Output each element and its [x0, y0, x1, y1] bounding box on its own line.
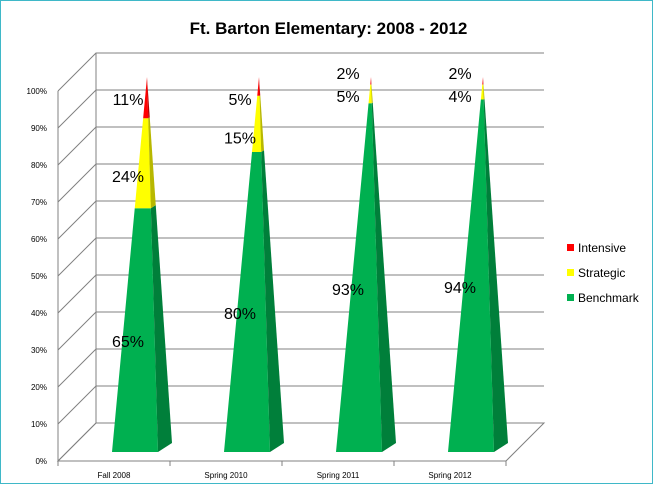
data-label: 80%	[224, 306, 256, 323]
y-tick-label: 100%	[27, 87, 47, 96]
pyramid-front-benchmark	[112, 208, 158, 452]
data-label: 4%	[448, 89, 471, 106]
pyramid-side-benchmark	[261, 150, 284, 452]
pyramid-front-benchmark	[336, 103, 382, 452]
y-tick-label: 10%	[31, 420, 47, 429]
x-tick-label: Fall 2008	[98, 471, 131, 480]
gridline	[57, 274, 544, 314]
pyramid-front-strategic	[480, 84, 484, 100]
chart-title: Ft. Barton Elementary: 2008 - 2012	[189, 19, 468, 38]
y-tick-label: 30%	[31, 346, 47, 355]
legend-label: Benchmark	[578, 290, 639, 305]
y-tick-label: 0%	[35, 457, 47, 466]
legend-item: Intensive	[567, 235, 639, 260]
data-labels: 65% 24% 11% 80% 15% 5% 93% 5% 2% 94% 4% 2%	[112, 66, 476, 351]
pyramid-front-intensive	[482, 77, 484, 85]
legend: Intensive Strategic Benchmark	[567, 235, 639, 310]
data-label: 5%	[336, 89, 359, 106]
gridline	[57, 348, 544, 388]
x-tick-label: Spring 2011	[317, 471, 360, 480]
pyramid-front-intensive	[370, 77, 372, 85]
legend-item: Strategic	[567, 260, 639, 285]
legend-label: Intensive	[578, 240, 627, 255]
gridline	[57, 311, 544, 351]
y-tick-label: 70%	[31, 198, 47, 207]
y-tick-label: 80%	[31, 161, 47, 170]
pyramid-front-intensive	[257, 77, 260, 96]
grid-lines	[57, 52, 544, 462]
legend-label: Strategic	[578, 265, 626, 280]
pyramid-side-intensive	[259, 77, 261, 96]
pyramid-side-benchmark	[150, 205, 172, 452]
data-label: 15%	[224, 130, 256, 147]
data-label: 94%	[444, 280, 476, 297]
pyramid-side-intensive	[147, 77, 150, 119]
pyramid-front-benchmark	[224, 152, 270, 452]
data-label: 11%	[113, 92, 144, 109]
pyramid-front-strategic	[252, 95, 262, 152]
x-axis: Fall 2008 Spring 2010 Spring 2011 Spring 20…	[57, 461, 507, 480]
gridline	[57, 237, 544, 277]
y-tick-label: 90%	[31, 124, 47, 133]
pyramid-front-intensive	[143, 77, 149, 119]
data-label: 93%	[332, 282, 364, 299]
y-tick-label: 20%	[31, 383, 47, 392]
gridline	[57, 163, 544, 203]
gridline	[57, 385, 544, 425]
pyramid-side-benchmark	[483, 98, 508, 453]
pyramid-front-benchmark	[448, 99, 494, 452]
data-label: 2%	[336, 66, 359, 83]
pyramid-side-strategic	[259, 95, 264, 152]
pyramid-bars	[112, 77, 508, 453]
legend-swatch	[567, 269, 574, 276]
x-tick-label: Spring 2012	[428, 471, 472, 480]
data-label: 5%	[228, 92, 251, 109]
gridline	[57, 422, 544, 462]
pyramid-side-strategic	[371, 84, 373, 104]
pyramid-front-strategic	[368, 84, 372, 104]
y-tick-label: 60%	[31, 235, 47, 244]
data-label: 65%	[112, 334, 144, 351]
gridline	[57, 200, 544, 240]
y-axis: 0% 10% 20% 30% 40% 50% 60% 70% 80% 90% 100%	[27, 87, 59, 466]
pyramid-front-strategic	[134, 118, 151, 209]
gridline	[57, 89, 544, 129]
gridline	[57, 52, 544, 92]
legend-item: Benchmark	[567, 285, 639, 310]
y-tick-label: 50%	[31, 272, 47, 281]
legend-swatch	[567, 294, 574, 301]
pyramid-side-intensive	[371, 77, 372, 85]
legend-swatch	[567, 244, 574, 251]
gridline	[57, 126, 544, 166]
pyramid-side-intensive	[483, 77, 484, 85]
x-tick-label: Spring 2010	[204, 471, 248, 480]
data-label: 24%	[112, 169, 144, 186]
data-label: 2%	[448, 66, 471, 83]
pyramid-side-benchmark	[371, 102, 396, 453]
y-tick-label: 40%	[31, 309, 47, 318]
pyramid-side-strategic	[148, 117, 156, 209]
pyramid-side-strategic	[483, 84, 485, 100]
